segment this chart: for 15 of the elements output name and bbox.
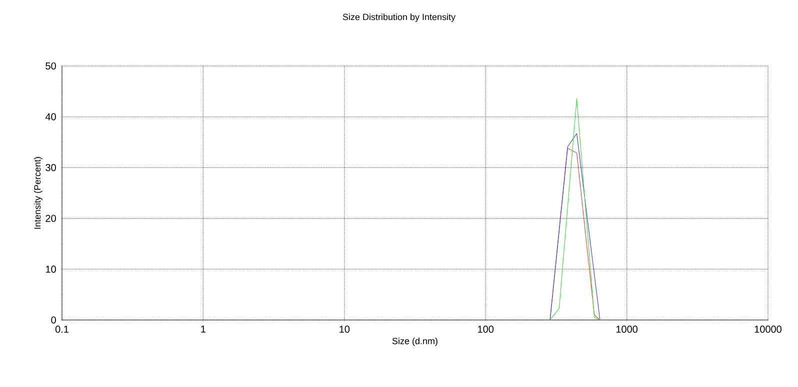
y-tick-label: 40 (45, 113, 56, 120)
x-tick-label: 10000 (754, 326, 782, 333)
x-tick-label: 0.1 (55, 326, 68, 333)
y-tick-label: 10 (46, 266, 56, 273)
y-axis-title: Intensity (Percent) (34, 157, 42, 229)
y-tick-label: 50 (46, 62, 56, 70)
chart-title: Size Distribution by Intensity (342, 14, 456, 22)
x-tick-label: 10 (340, 326, 350, 333)
x-tick-label: 100 (478, 326, 494, 333)
y-tick-label: 30 (46, 164, 56, 172)
y-tick-label: 20 (46, 214, 56, 222)
x-axis-title: Size (d.nm) (392, 338, 438, 346)
x-tick-label: 1000 (616, 326, 638, 333)
y-tick-label: 0 (51, 316, 56, 324)
x-tick-label: 1 (201, 326, 206, 333)
